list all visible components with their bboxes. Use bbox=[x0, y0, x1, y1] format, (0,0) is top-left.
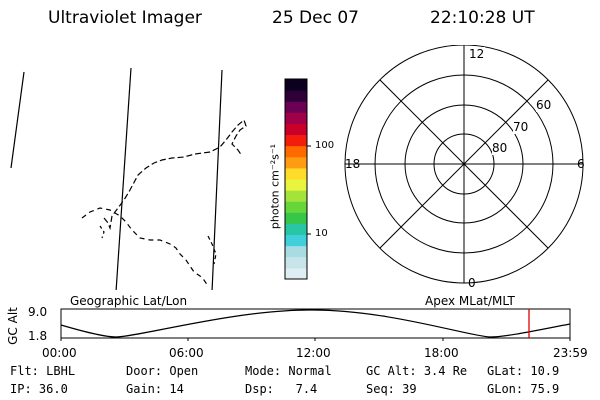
colorbar-swatch bbox=[285, 245, 307, 258]
colorbar-swatch bbox=[285, 201, 307, 213]
colorbar-swatch bbox=[285, 256, 307, 269]
colorbar-swatch bbox=[285, 234, 307, 247]
time-label: 22:10:28 UT bbox=[430, 8, 535, 28]
polar-plot bbox=[344, 45, 584, 284]
instrument-title: Ultraviolet Imager bbox=[48, 8, 202, 28]
altitude-ytick-min: 1.8 bbox=[28, 329, 48, 343]
altitude-curve bbox=[60, 309, 571, 338]
info-mode: Mode: Normal bbox=[245, 364, 332, 378]
colorbar-swatch bbox=[285, 179, 307, 191]
info-flt: Flt: LBHL bbox=[10, 364, 76, 378]
colorbar-swatch bbox=[285, 212, 307, 224]
date-label: 25 Dec 07 bbox=[272, 8, 359, 28]
info-glat: GLat: 10.9 bbox=[487, 364, 560, 378]
coastline bbox=[99, 225, 105, 239]
altitude-xtick: 12:00 bbox=[296, 346, 331, 360]
mlt-label-0: 0 bbox=[468, 276, 476, 290]
longitude-line bbox=[10, 71, 25, 169]
colorbar-swatch bbox=[285, 123, 307, 136]
info-seq: Seq: 39 bbox=[366, 382, 417, 396]
colorbar-swatch bbox=[285, 134, 307, 147]
coastline bbox=[207, 235, 217, 265]
longitude-line bbox=[115, 67, 132, 290]
altitude-ytick-max: 9.0 bbox=[28, 305, 48, 319]
info-glon: GLon: 75.9 bbox=[487, 382, 560, 396]
mlt-label-6: 6 bbox=[577, 157, 585, 171]
lat-label-60: 60 bbox=[536, 98, 552, 112]
colorbar-swatch bbox=[285, 145, 307, 158]
info-door: Door: Open bbox=[126, 364, 199, 378]
mlt-label-12: 12 bbox=[468, 47, 486, 61]
colorbar-swatch bbox=[285, 112, 307, 124]
colorbar-tick-10: 10 bbox=[315, 228, 328, 239]
lat-label-70: 70 bbox=[513, 120, 529, 134]
coastline bbox=[103, 118, 247, 231]
colorbar-swatch bbox=[285, 156, 307, 169]
geographic-map-label: Geographic Lat/Lon bbox=[70, 294, 188, 308]
longitude-line bbox=[211, 69, 223, 290]
info-gain: Gain: 14 bbox=[126, 382, 184, 396]
altitude-plot bbox=[60, 308, 571, 341]
colorbar-label: photon cm⁻²s⁻¹ bbox=[268, 143, 282, 230]
colorbar-swatch bbox=[285, 223, 307, 236]
altitude-xtick: 00:00 bbox=[42, 346, 77, 360]
mlt-label-18: 18 bbox=[345, 157, 361, 171]
info-gc-alt: GC Alt: 3.4 Re bbox=[366, 364, 468, 378]
colorbar-tick-100: 100 bbox=[315, 140, 335, 151]
altitude-xtick: 18:00 bbox=[424, 346, 459, 360]
colorbar-swatch bbox=[285, 190, 307, 202]
altitude-ylabel: GC Alt bbox=[6, 307, 20, 345]
colorbar-swatch bbox=[285, 101, 307, 113]
altitude-xtick: 23:59 bbox=[553, 346, 588, 360]
altitude-xtick: 06:00 bbox=[169, 346, 204, 360]
mlt-diagonal bbox=[379, 79, 549, 249]
colorbar bbox=[284, 78, 311, 280]
geographic-map bbox=[10, 67, 247, 290]
colorbar-swatch bbox=[285, 90, 307, 102]
colorbar-swatch bbox=[285, 167, 307, 180]
colorbar-swatch bbox=[285, 79, 307, 91]
coastline bbox=[81, 207, 209, 287]
lat-label-80: 80 bbox=[492, 141, 508, 155]
info-ip: IP: 36.0 bbox=[10, 382, 68, 396]
apex-map-label: Apex MLat/MLT bbox=[425, 294, 515, 308]
colorbar-swatch bbox=[285, 267, 307, 280]
info-dsp: Dsp: 7.4 bbox=[245, 382, 318, 396]
